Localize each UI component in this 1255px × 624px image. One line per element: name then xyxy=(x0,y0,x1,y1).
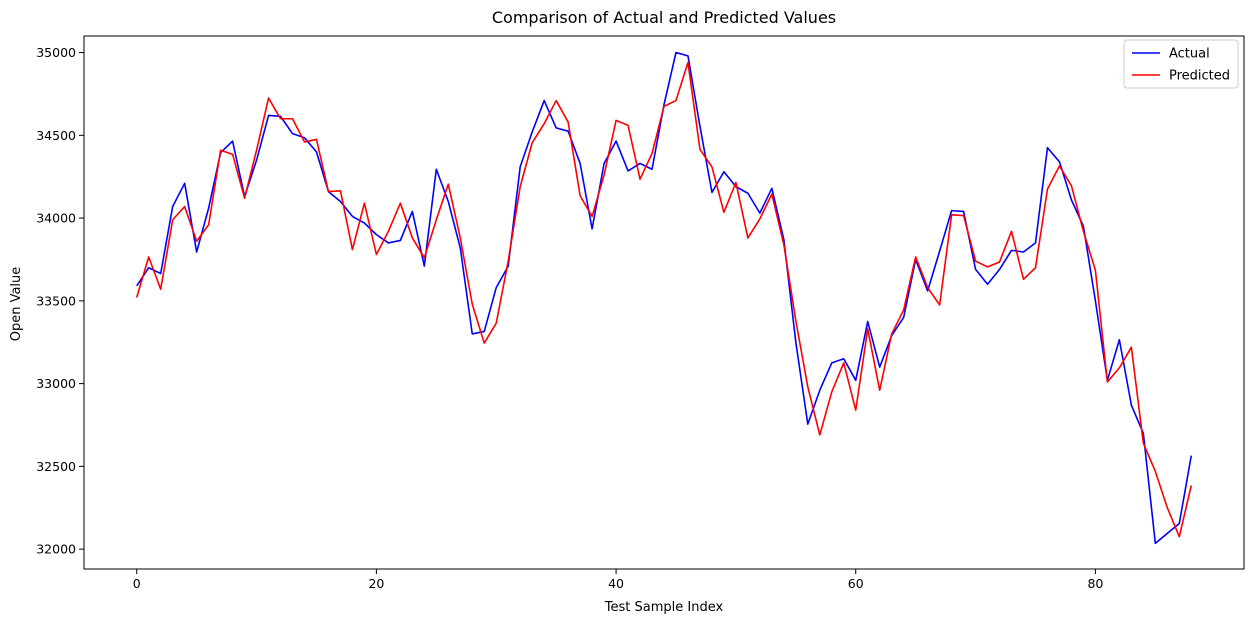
chart-title: Comparison of Actual and Predicted Value… xyxy=(492,8,836,27)
plot-frame xyxy=(83,35,1245,570)
y-tick-label: 34500 xyxy=(36,128,76,143)
plot-area: 0 20 40 60 80 32000 32500 33000 33500 34000 34500 3… xyxy=(36,35,1245,591)
legend-label-predicted: Predicted xyxy=(1169,69,1230,84)
x-axis-label: Test Sample Index xyxy=(604,600,724,615)
y-tick-label: 33500 xyxy=(36,293,76,308)
x-tick-label: 40 xyxy=(608,576,624,591)
x-tick-label: 80 xyxy=(1087,576,1103,591)
legend-box xyxy=(1123,39,1239,89)
x-tick-label: 20 xyxy=(368,576,384,591)
y-axis-label: Open Value xyxy=(9,267,24,342)
series-line-actual xyxy=(136,51,1193,545)
legend-label-actual: Actual xyxy=(1169,47,1210,62)
y-tick-label: 34000 xyxy=(36,211,76,226)
y-tick-label: 32500 xyxy=(36,459,76,474)
y-tick-label: 35000 xyxy=(36,45,76,60)
y-tick-label: 33000 xyxy=(36,376,76,391)
series-line-predicted xyxy=(135,61,1193,538)
legend: Actual Predicted xyxy=(1123,39,1239,89)
x-tick-label: 0 xyxy=(133,576,141,591)
y-tick-label: 32000 xyxy=(36,542,76,557)
x-tick-label: 60 xyxy=(848,576,864,591)
